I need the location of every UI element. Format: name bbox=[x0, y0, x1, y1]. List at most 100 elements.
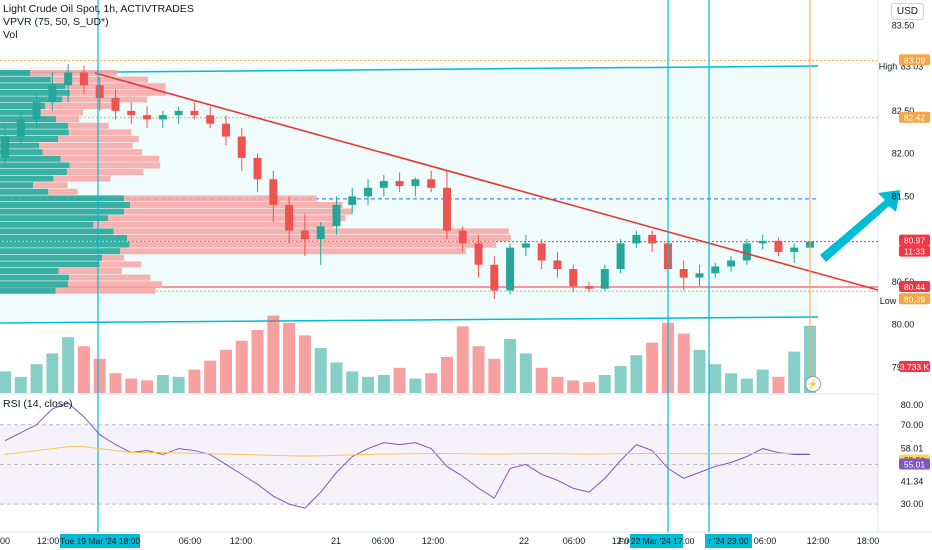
volume-bar bbox=[14, 376, 27, 393]
volume-bar bbox=[646, 342, 659, 393]
price-tick-label: 80.00 bbox=[892, 320, 915, 330]
lightning-icon[interactable]: ⚡ bbox=[805, 376, 821, 392]
vpvr-row-down bbox=[113, 228, 509, 235]
candle-body[interactable] bbox=[285, 204, 294, 231]
candle-body[interactable] bbox=[206, 115, 215, 124]
candle-body[interactable] bbox=[537, 243, 546, 261]
candle-body[interactable] bbox=[95, 85, 104, 99]
volume-bar bbox=[141, 380, 154, 393]
volume-bar bbox=[298, 335, 311, 393]
candle-body[interactable] bbox=[221, 123, 230, 137]
vpvr-row-up bbox=[0, 89, 70, 96]
trendline[interactable] bbox=[94, 72, 879, 291]
candle-body[interactable] bbox=[16, 119, 25, 137]
time-highlight-label: Tue 19 Mar '24 18:00 bbox=[60, 536, 140, 546]
candle-body[interactable] bbox=[569, 269, 578, 287]
candle-body[interactable] bbox=[600, 269, 609, 289]
vpvr-row-up bbox=[0, 122, 69, 129]
volume-bar bbox=[267, 315, 280, 393]
candle-body[interactable] bbox=[474, 243, 483, 265]
vpvr-row-up bbox=[0, 195, 125, 202]
candle-body[interactable] bbox=[742, 243, 751, 261]
candle-body[interactable] bbox=[379, 180, 388, 188]
arrow-annotation[interactable] bbox=[820, 190, 900, 262]
rsi-indicator-label[interactable]: RSI (14, close) bbox=[3, 398, 73, 410]
volume-bar bbox=[125, 378, 138, 393]
vpvr-row-up bbox=[0, 129, 69, 136]
candle-body[interactable] bbox=[521, 243, 530, 248]
candle-body[interactable] bbox=[490, 264, 499, 291]
candle-body[interactable] bbox=[774, 240, 783, 252]
volume-bar bbox=[93, 358, 106, 393]
channel-upper-line[interactable] bbox=[0, 65, 819, 74]
candle-body[interactable] bbox=[143, 115, 152, 120]
candle-body[interactable] bbox=[648, 234, 657, 244]
candle-body[interactable] bbox=[364, 187, 373, 197]
candle-body[interactable] bbox=[269, 179, 278, 205]
vpvr-row-up bbox=[0, 175, 54, 182]
volume-bar bbox=[330, 362, 343, 393]
candle-body[interactable] bbox=[695, 273, 704, 278]
vpvr-row-down bbox=[68, 274, 151, 281]
volume-bar bbox=[283, 322, 296, 393]
price-tag: 83.09 bbox=[904, 55, 926, 65]
candle-body[interactable] bbox=[506, 247, 515, 291]
rsi-line[interactable] bbox=[4, 402, 811, 509]
vpvr-row-up bbox=[0, 215, 108, 222]
candle-body[interactable] bbox=[174, 110, 183, 116]
candle-body[interactable] bbox=[79, 72, 88, 86]
candle-body[interactable] bbox=[253, 157, 262, 180]
candle-body[interactable] bbox=[585, 286, 594, 289]
candle-body[interactable] bbox=[48, 85, 57, 103]
vpvr-row-up bbox=[0, 149, 43, 156]
candle-body[interactable] bbox=[679, 269, 688, 278]
vpvr-row-up bbox=[0, 274, 69, 281]
candle-body[interactable] bbox=[111, 98, 120, 111]
volume-bar bbox=[425, 373, 438, 393]
vpvr-indicator-label[interactable]: VPVR (75, 50, S_UD*) bbox=[3, 16, 109, 28]
volume-indicator-label[interactable]: Vol bbox=[3, 29, 18, 41]
candle-body[interactable] bbox=[190, 110, 199, 116]
candle-body[interactable] bbox=[395, 180, 404, 187]
time-axis-label: 06:00 bbox=[563, 536, 586, 546]
price-tick-label: 81.50 bbox=[892, 191, 915, 201]
vpvr-row-down bbox=[99, 261, 142, 268]
currency-button[interactable]: USD bbox=[890, 3, 924, 20]
candle-body[interactable] bbox=[316, 226, 325, 240]
price-tag-bg bbox=[899, 280, 930, 292]
rsi-ma-line[interactable] bbox=[4, 446, 811, 457]
volume-bar bbox=[77, 346, 90, 393]
candle-body[interactable] bbox=[790, 247, 799, 252]
price-tick-label: 82.00 bbox=[892, 149, 915, 159]
candle-body[interactable] bbox=[64, 72, 73, 86]
candle-body[interactable] bbox=[758, 240, 767, 244]
candle-body[interactable] bbox=[127, 110, 136, 116]
candle-body[interactable] bbox=[442, 187, 451, 231]
channel-lower-line[interactable] bbox=[0, 316, 819, 324]
vpvr-row-up bbox=[0, 103, 46, 109]
volume-bar bbox=[377, 375, 390, 393]
candle-body[interactable] bbox=[427, 179, 436, 188]
vpvr-row-up bbox=[0, 235, 128, 241]
candle-body[interactable] bbox=[727, 260, 736, 267]
time-axis-label: 18:00 bbox=[857, 536, 880, 546]
time-highlight-bg bbox=[705, 534, 752, 548]
candle-body[interactable] bbox=[616, 243, 625, 270]
vpvr-row-up bbox=[0, 241, 130, 248]
candle-body[interactable] bbox=[632, 234, 641, 244]
candle-body[interactable] bbox=[158, 115, 167, 120]
candle-body[interactable] bbox=[711, 266, 720, 274]
volume-bar bbox=[0, 371, 11, 393]
candle-body[interactable] bbox=[458, 230, 467, 244]
candle-body[interactable] bbox=[411, 179, 420, 187]
candle-body[interactable] bbox=[300, 230, 309, 240]
candle-body[interactable] bbox=[237, 136, 246, 158]
candle-body[interactable] bbox=[32, 102, 41, 120]
candle-body[interactable] bbox=[1, 136, 9, 158]
candle-body[interactable] bbox=[348, 196, 357, 205]
candle-body[interactable] bbox=[553, 260, 562, 270]
time-highlight-bg bbox=[60, 534, 140, 548]
time-axis-label: 21 bbox=[331, 536, 341, 546]
candle-body[interactable] bbox=[332, 204, 341, 227]
